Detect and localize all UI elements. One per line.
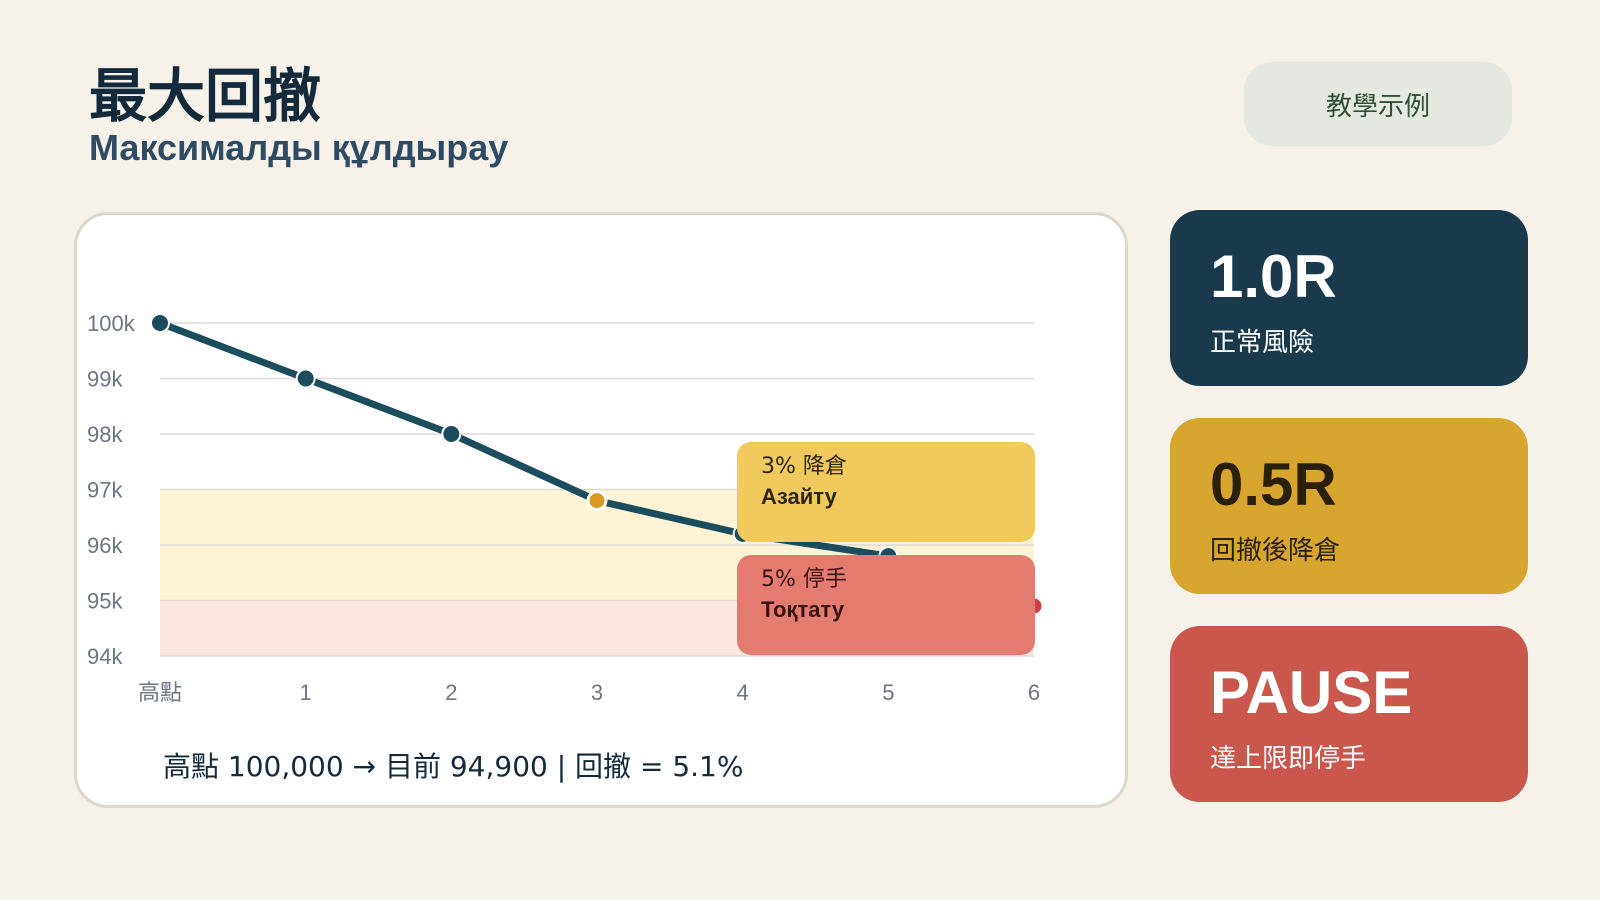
page-title: 最大回撤 xyxy=(89,62,322,130)
stat-card-normal: 1.0R 正常風險 xyxy=(1170,210,1528,386)
stat-label: 達上限即停手 xyxy=(1210,744,1367,774)
warn-callout: 3% 降倉 Азайту xyxy=(737,442,1035,542)
y-tick-label: 95k xyxy=(87,589,123,614)
stat-label: 正常風險 xyxy=(1210,328,1315,358)
drawdown-summary: 高點 100,000 → 目前 94,900 | 回撤 = 5.1% xyxy=(163,750,744,783)
stat-card-pause: PAUSE 達上限即停手 xyxy=(1170,626,1528,802)
data-point xyxy=(150,313,170,333)
stat-value: 1.0R xyxy=(1210,243,1337,310)
stat-value: 0.5R xyxy=(1210,451,1337,518)
y-tick-label: 99k xyxy=(87,367,123,392)
stop-callout-subtitle: Тоқтату xyxy=(761,596,845,622)
x-tick-label: 3 xyxy=(591,680,603,705)
x-tick-label: 4 xyxy=(737,680,749,705)
y-tick-label: 98k xyxy=(87,422,123,447)
y-tick-label: 94k xyxy=(87,644,123,669)
warn-callout-subtitle: Азайту xyxy=(761,483,837,509)
example-badge: 教學示例 xyxy=(1244,62,1512,146)
stop-callout: 5% 停手 Тоқтату xyxy=(737,555,1035,655)
x-tick-label: 5 xyxy=(882,680,894,705)
warn-callout-title: 3% 降倉 xyxy=(761,454,847,479)
x-tick-label: 6 xyxy=(1028,680,1040,705)
data-point xyxy=(441,424,462,444)
chart-card: 100k 99k 98k 97k 96k 95k 94k 高點 1 2 3 4 5 6 3% 降倉 Аза… xyxy=(74,212,1128,808)
y-tick-label: 97k xyxy=(87,478,123,503)
x-tick-label: 2 xyxy=(445,680,457,705)
x-tick-label: 高點 xyxy=(138,680,182,705)
stat-card-reduce: 0.5R 回撤後降倉 xyxy=(1170,418,1528,594)
data-point xyxy=(586,490,608,512)
y-tick-label: 100k xyxy=(87,311,136,336)
stat-label: 回撤後降倉 xyxy=(1210,536,1341,566)
y-tick-label: 96k xyxy=(87,533,123,558)
stop-callout-title: 5% 停手 xyxy=(761,567,847,592)
page-subtitle: Максималды құлдырау xyxy=(89,127,509,168)
x-tick-label: 1 xyxy=(300,680,312,705)
data-point xyxy=(295,368,316,389)
stat-value: PAUSE xyxy=(1210,659,1413,726)
